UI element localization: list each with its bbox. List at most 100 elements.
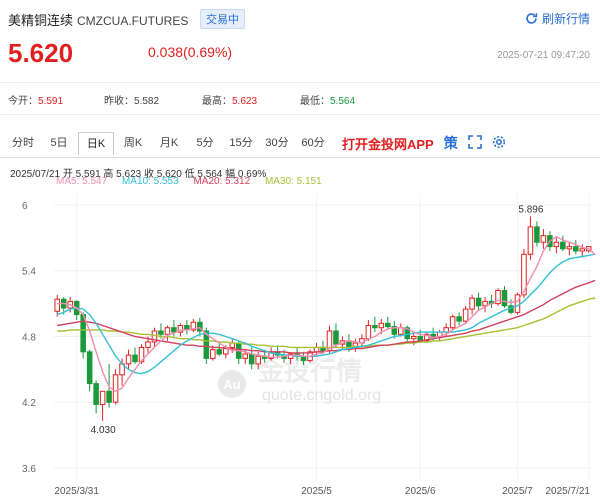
candle-body	[255, 355, 261, 365]
candle	[86, 349, 93, 392]
ohlc-readout: 2025/07/21 开 5.591 高 5.623 收 5.620 低 5.5…	[10, 169, 267, 180]
candle	[560, 235, 566, 251]
candle-body	[521, 253, 527, 296]
candle	[151, 327, 158, 348]
candle	[469, 294, 475, 315]
candle-body	[248, 353, 255, 365]
tab-15min[interactable]: 15分	[229, 137, 253, 149]
candle	[449, 314, 456, 330]
candlestick-chart[interactable]: 6 5.4 4.8 4.2 3.6 2025/3/31 2025/5 2025/6 2025/7…	[0, 186, 600, 501]
y-tick-label: 4.2	[22, 398, 36, 409]
candle-body	[449, 316, 456, 329]
tab-intraday[interactable]: 分时	[12, 137, 34, 149]
tab-60min[interactable]: 60分	[301, 137, 325, 149]
candle-body	[365, 325, 372, 340]
candle-body	[216, 349, 223, 355]
candle-body	[391, 326, 398, 335]
divider	[0, 157, 600, 158]
settings-icon[interactable]	[492, 135, 506, 152]
strategy-button[interactable]: 策	[443, 135, 458, 151]
candle-body	[93, 383, 99, 405]
legend-ma20: MA20: 5.312	[193, 176, 251, 187]
candle	[475, 292, 482, 311]
x-tick-label: 2025/5	[301, 486, 332, 497]
ma20-line	[57, 279, 596, 354]
candle	[514, 292, 521, 315]
fullscreen-icon[interactable]	[467, 134, 482, 152]
candle	[553, 237, 560, 254]
ma10-line	[56, 253, 596, 375]
legend-ma30: MA30: 5.151	[264, 176, 322, 187]
candle-body	[203, 330, 210, 359]
candle	[534, 221, 540, 247]
candle-body	[579, 248, 586, 252]
ma-legend: MA5: 5.547 MA10: 5.553 MA20: 5.312 MA30:…	[56, 176, 334, 187]
candle	[184, 320, 190, 335]
candle	[566, 242, 573, 256]
tab-monthly-k[interactable]: 月K	[159, 137, 179, 149]
candle-body	[145, 341, 151, 348]
candle	[287, 351, 294, 364]
candle-body	[158, 330, 164, 335]
candle	[385, 316, 391, 330]
candle-body	[177, 325, 184, 333]
candle	[216, 341, 223, 357]
candle-body	[456, 316, 462, 322]
tab-5day[interactable]: 5日	[50, 137, 68, 149]
last-price: 5.620	[8, 38, 74, 68]
instrument-code: CMZCUA.FUTURES	[77, 14, 189, 28]
instrument-name: 美精铜连续	[8, 13, 74, 28]
stat-low: 最低：5.564	[300, 96, 356, 107]
tab-30min[interactable]: 30分	[265, 137, 289, 149]
tab-5min[interactable]: 5分	[196, 137, 214, 149]
candle	[579, 244, 586, 258]
candle-body	[462, 308, 469, 322]
candle-body	[540, 235, 547, 243]
candle-body	[534, 226, 540, 243]
candle-body	[482, 300, 488, 307]
refresh-button[interactable]: 刷新行情	[525, 10, 590, 27]
legend-ma5: MA5: 5.547	[56, 176, 108, 187]
candle	[573, 240, 579, 255]
x-tick-label: 2025/7	[502, 486, 533, 497]
open-app-link[interactable]: 打开金投网APP	[342, 136, 434, 152]
candle-body	[566, 246, 573, 250]
candle-body	[527, 226, 534, 255]
candle	[391, 321, 398, 339]
candle	[423, 332, 430, 344]
candle-body	[99, 390, 106, 405]
legend-ma10: MA10: 5.553	[121, 176, 179, 187]
y-tick-label: 3.6	[22, 464, 36, 475]
candle-body	[54, 298, 61, 312]
candle-body	[475, 297, 482, 307]
divider	[0, 82, 600, 83]
candle-body	[112, 374, 119, 403]
candle	[125, 349, 132, 370]
candle-body	[287, 353, 294, 359]
candle-body	[197, 321, 203, 332]
candle-body	[125, 354, 132, 365]
candle-body	[210, 349, 216, 359]
candle	[235, 340, 242, 364]
x-tick-label: 2025/3/31	[54, 486, 99, 497]
ma30-line	[57, 297, 596, 349]
candle	[112, 369, 119, 405]
stat-open: 今开：5.591	[8, 96, 64, 107]
stat-prev-close: 昨收：5.582	[104, 96, 160, 107]
instrument-title: 美精铜连续 CMZCUA.FUTURES	[8, 10, 188, 29]
candle-body	[86, 351, 93, 385]
candle-body	[171, 327, 177, 333]
candle-body	[190, 321, 197, 331]
ma5-line	[57, 235, 596, 393]
candle-body	[573, 246, 579, 252]
refresh-icon	[526, 13, 538, 24]
x-tick-label: 2025/6	[405, 486, 436, 497]
candle	[164, 325, 171, 341]
candle	[495, 288, 501, 306]
candle-body	[242, 353, 248, 359]
candle-body	[378, 322, 385, 329]
tab-daily-k[interactable]: 日K	[78, 131, 114, 155]
tab-weekly-k[interactable]: 周K	[123, 137, 143, 149]
stat-high: 最高：5.623	[202, 96, 258, 107]
candle	[99, 390, 106, 421]
